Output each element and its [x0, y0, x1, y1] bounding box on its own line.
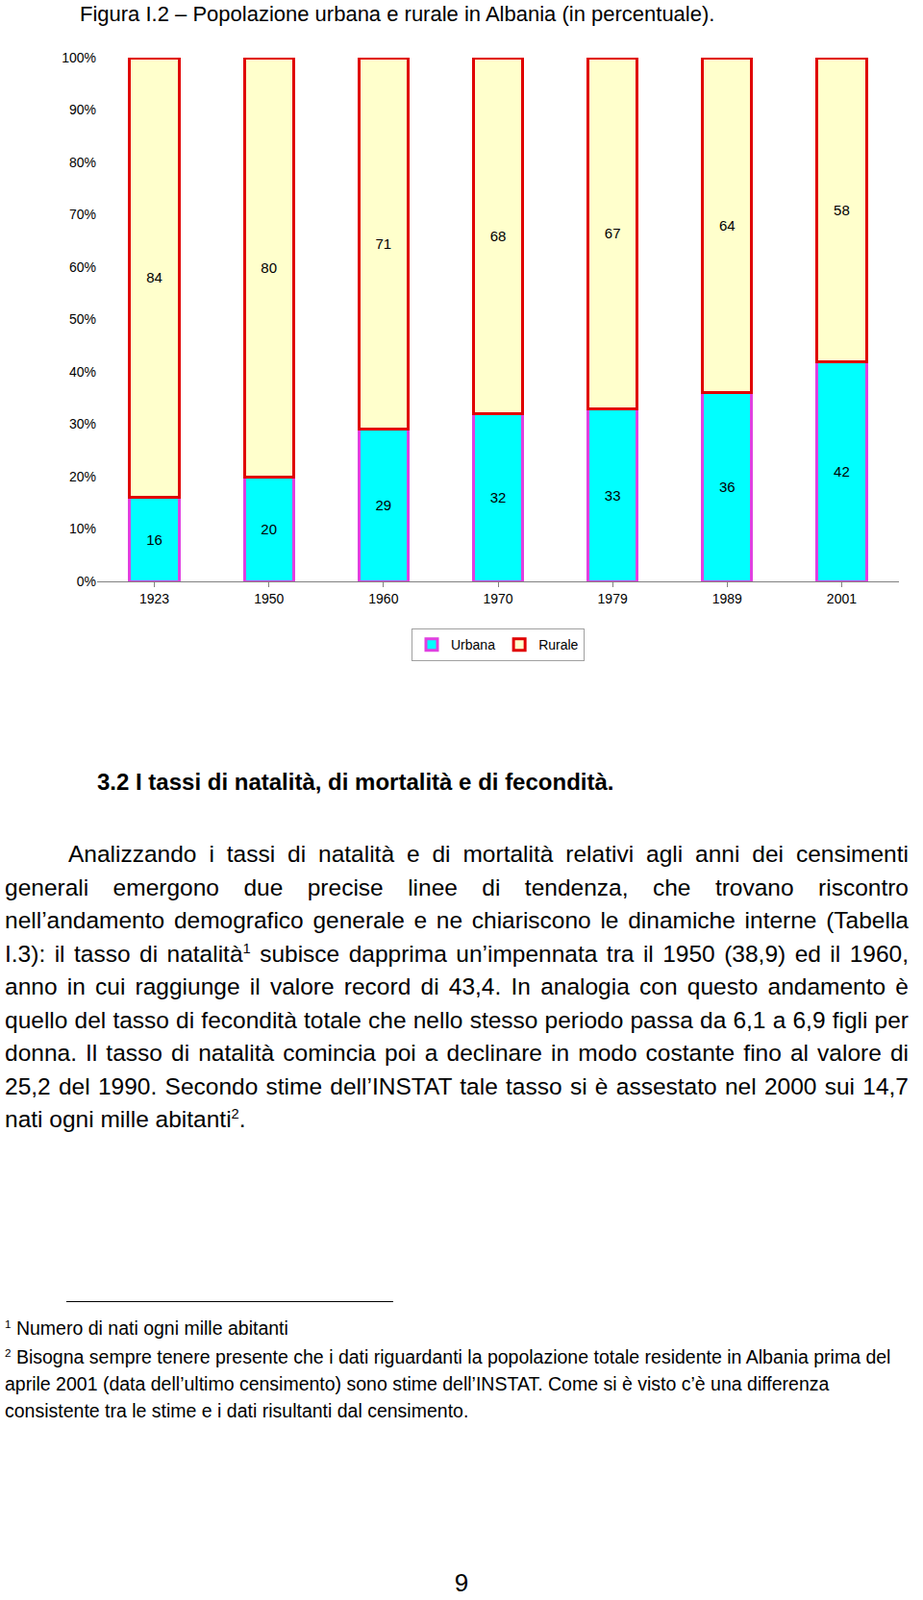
- svg-text:80: 80: [260, 259, 277, 276]
- svg-text:1960: 1960: [368, 591, 399, 607]
- svg-text:50%: 50%: [69, 311, 97, 327]
- html-text:Figura I.2 – Popolazione urban: Figura I.2 – Popolazione urbana e rurale…: [79, 1, 715, 26]
- svg-text:Rurale: Rurale: [538, 637, 578, 653]
- svg-text:10%: 10%: [69, 521, 97, 537]
- svg-text:90%: 90%: [69, 101, 97, 118]
- svg-text:0%: 0%: [76, 573, 97, 590]
- svg-text:58: 58: [833, 201, 850, 219]
- svg-text:84: 84: [146, 269, 163, 286]
- svg-text:60%: 60%: [69, 259, 97, 275]
- html-text:1Numero di nati ogni mille abi: 1Numero di nati ogni mille abitanti: [4, 1317, 289, 1340]
- svg-text:29: 29: [375, 497, 393, 514]
- html-text:2Bisogna sempre tenere present: 2Bisogna sempre tenere presente che i da…: [4, 1346, 891, 1422]
- svg-text:16: 16: [146, 531, 163, 549]
- svg-text:32: 32: [490, 489, 507, 506]
- svg-text:1950: 1950: [253, 591, 284, 607]
- html-text:3.2 I tassi di natalità, di mo: 3.2 I tassi di natalità, di mortalità e …: [97, 769, 614, 796]
- svg-text:2001: 2001: [826, 591, 857, 607]
- svg-text:1923: 1923: [139, 591, 170, 607]
- svg-text:1970: 1970: [482, 591, 513, 607]
- svg-text:33: 33: [604, 487, 622, 504]
- svg-text:100%: 100%: [61, 49, 97, 66]
- svg-text:36: 36: [719, 478, 736, 496]
- svg-text:Urbana: Urbana: [450, 637, 496, 653]
- svg-text:68: 68: [490, 227, 507, 245]
- svg-text:1979: 1979: [598, 591, 628, 607]
- svg-text:70%: 70%: [69, 206, 97, 223]
- svg-text:40%: 40%: [69, 364, 97, 380]
- svg-text:67: 67: [604, 224, 622, 242]
- svg-text:42: 42: [833, 463, 850, 480]
- svg-text:1989: 1989: [712, 591, 743, 607]
- html-text:9: 9: [454, 1569, 469, 1598]
- svg-text:30%: 30%: [69, 416, 97, 432]
- svg-text:71: 71: [375, 235, 393, 252]
- svg-text:20%: 20%: [69, 469, 97, 485]
- svg-text:64: 64: [719, 217, 736, 234]
- html-text:Analizzando i tassi di natalit: Analizzando i tassi di natalità e di mor…: [4, 841, 909, 1133]
- svg-text:20: 20: [260, 521, 277, 538]
- svg-text:80%: 80%: [69, 154, 97, 171]
